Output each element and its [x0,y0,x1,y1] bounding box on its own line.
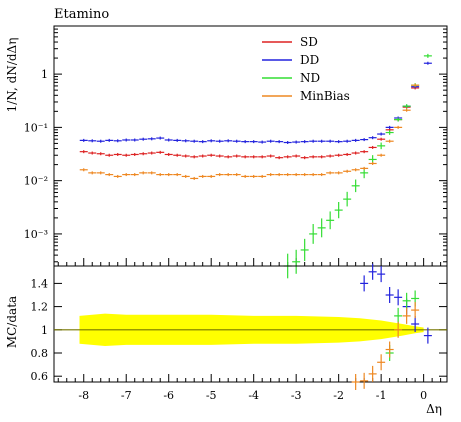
y-tick-label: 10⁻¹ [24,121,48,134]
x-tick-label: -2 [333,389,344,402]
y-axis-label-ratio: MC/data [5,296,19,348]
ratio-y-tick-label: 1.4 [31,277,49,290]
legend-label-nd: ND [300,71,320,85]
x-tick-label: -3 [291,389,302,402]
series-dd [79,61,432,145]
series-minbias [79,83,420,180]
legend: SD DD ND MinBias [262,35,350,103]
y-tick-label: 10⁻³ [24,228,48,241]
series-sd [79,86,420,160]
ratio-y-tick-label: 1 [41,324,48,337]
chart-title: Etamino [54,7,109,22]
ratio-frame [53,265,448,383]
legend-label-dd: DD [300,53,319,67]
main-plot: 10⁻³ 10⁻² 10⁻¹ 1 [24,25,448,279]
ratio-series-minbias [351,302,420,390]
main-frame [53,25,448,267]
x-tick-label: -7 [121,389,132,402]
x-axis-label: Δη [426,402,442,416]
ratio-y-tick-label: 1.2 [31,301,49,314]
y-tick-label: 10⁻² [24,175,48,188]
x-tick-label: -4 [248,389,259,402]
x-tick-label: -5 [206,389,217,402]
series-nd [283,53,432,279]
y-axis-label-main: 1/N, dN/dΔη [5,38,19,113]
x-tick-label: -1 [376,389,387,402]
ratio-y-tick-label: 0.8 [31,347,49,360]
ratio-y-tick-label: 0.6 [31,370,49,383]
ratio-plot: -8 -7 -6 -5 -4 -3 -2 -1 0 0.6 0.8 1 1.2 1.4 [31,263,448,402]
x-tick-label: -6 [163,389,174,402]
x-tick-label: 0 [420,389,427,402]
x-tick-label: -8 [78,389,89,402]
legend-label-minbias: MinBias [300,89,350,103]
y-tick-label: 1 [41,68,48,81]
legend-label-sd: SD [300,35,318,49]
